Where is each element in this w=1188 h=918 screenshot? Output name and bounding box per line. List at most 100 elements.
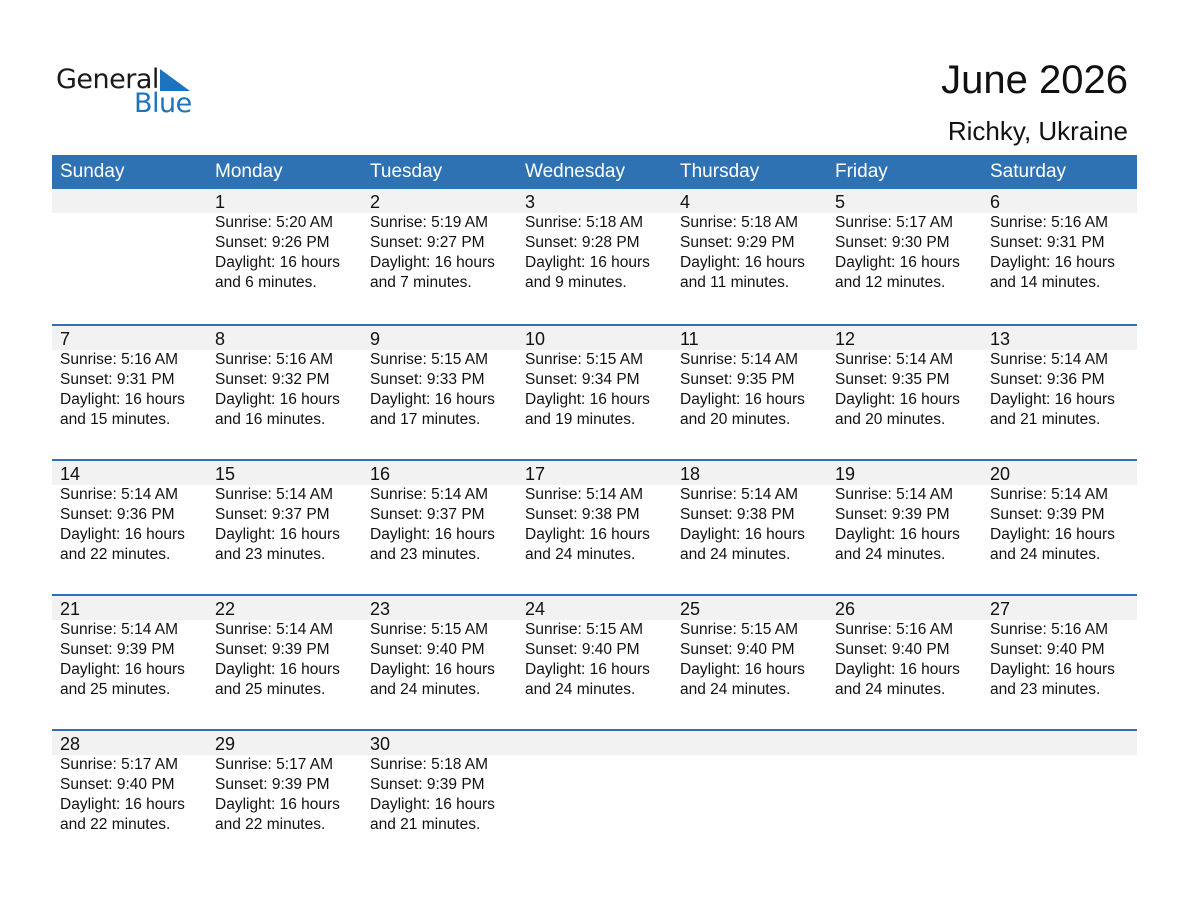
daylight-text: Daylight: 16 hours <box>215 796 340 813</box>
day-cell: 12 Sunrise: 5:14 AM Sunset: 9:35 PM Dayligh… <box>827 326 982 430</box>
sunrise-text: Sunrise: 5:15 AM <box>370 621 489 638</box>
daylight-text: Daylight: 16 hours <box>835 526 960 543</box>
weekday-monday: Monday <box>215 161 283 182</box>
day-cell: 13 Sunrise: 5:14 AM Sunset: 9:36 PM Dayligh… <box>982 326 1137 430</box>
logo-general-text: General <box>56 64 159 95</box>
minutes-text: and 25 minutes. <box>215 681 326 698</box>
sunset-text: Sunset: 9:37 PM <box>215 506 330 523</box>
sunset-text: Sunset: 9:29 PM <box>680 234 795 251</box>
sunset-text: Sunset: 9:40 PM <box>370 641 485 658</box>
sunrise-text: Sunrise: 5:14 AM <box>60 621 179 638</box>
week-row: 1 Sunrise: 5:20 AM Sunset: 9:26 PM Daylight… <box>52 189 1137 324</box>
sunset-text: Sunset: 9:40 PM <box>835 641 950 658</box>
daylight-text: Daylight: 16 hours <box>525 661 650 678</box>
empty-day-cell <box>517 731 672 835</box>
minutes-text: and 24 minutes. <box>835 546 946 563</box>
location-subtitle: Richky, Ukraine <box>947 116 1128 146</box>
daylight-text: Daylight: 16 hours <box>370 254 495 271</box>
empty-day-cell <box>982 731 1137 835</box>
week-row: 28 Sunrise: 5:17 AM Sunset: 9:40 PM Dayligh… <box>52 729 1137 864</box>
day-number: 6 <box>990 192 1001 212</box>
sunrise-text: Sunrise: 5:16 AM <box>60 351 179 368</box>
daylight-text: Daylight: 16 hours <box>60 661 185 678</box>
sunrise-text: Sunrise: 5:14 AM <box>835 486 954 503</box>
sunrise-text: Sunrise: 5:14 AM <box>680 486 799 503</box>
empty-day-cell <box>672 731 827 835</box>
day-cell: 2 Sunrise: 5:19 AM Sunset: 9:27 PM Daylight… <box>362 189 517 293</box>
day-number-band <box>52 461 1137 485</box>
minutes-text: and 24 minutes. <box>525 546 636 563</box>
daylight-text: Daylight: 16 hours <box>60 796 185 813</box>
daylight-text: Daylight: 16 hours <box>370 391 495 408</box>
day-number: 2 <box>370 192 381 212</box>
daylight-text: Daylight: 16 hours <box>835 254 960 271</box>
daylight-text: Daylight: 16 hours <box>215 391 340 408</box>
day-cell: 26 Sunrise: 5:16 AM Sunset: 9:40 PM Dayligh… <box>827 596 982 700</box>
day-cell: 14 Sunrise: 5:14 AM Sunset: 9:36 PM Dayligh… <box>52 461 207 565</box>
sunset-text: Sunset: 9:39 PM <box>370 776 485 793</box>
weekday-friday: Friday <box>835 161 888 182</box>
minutes-text: and 19 minutes. <box>525 411 636 428</box>
sunset-text: Sunset: 9:30 PM <box>835 234 950 251</box>
sunset-text: Sunset: 9:36 PM <box>990 371 1105 388</box>
minutes-text: and 9 minutes. <box>525 274 627 291</box>
sunset-text: Sunset: 9:39 PM <box>215 776 330 793</box>
weekday-saturday: Saturday <box>990 161 1067 182</box>
day-number: 19 <box>835 464 856 484</box>
day-cell: 17 Sunrise: 5:14 AM Sunset: 9:38 PM Dayligh… <box>517 461 672 565</box>
minutes-text: and 23 minutes. <box>990 681 1101 698</box>
daylight-text: Daylight: 16 hours <box>525 391 650 408</box>
daylight-text: Daylight: 16 hours <box>215 661 340 678</box>
sunset-text: Sunset: 9:32 PM <box>215 371 330 388</box>
sunset-text: Sunset: 9:40 PM <box>990 641 1105 658</box>
minutes-text: and 23 minutes. <box>370 546 481 563</box>
sunset-text: Sunset: 9:39 PM <box>990 506 1105 523</box>
minutes-text: and 15 minutes. <box>60 411 171 428</box>
sunrise-text: Sunrise: 5:14 AM <box>525 486 644 503</box>
daylight-text: Daylight: 16 hours <box>990 526 1115 543</box>
day-number: 26 <box>835 599 856 619</box>
sunrise-text: Sunrise: 5:19 AM <box>370 214 489 231</box>
day-number: 10 <box>525 329 546 349</box>
daylight-text: Daylight: 16 hours <box>525 254 650 271</box>
day-number: 25 <box>680 599 701 619</box>
empty-day-cell <box>827 731 982 835</box>
daylight-text: Daylight: 16 hours <box>990 391 1115 408</box>
day-cell: 23 Sunrise: 5:15 AM Sunset: 9:40 PM Dayligh… <box>362 596 517 700</box>
sunset-text: Sunset: 9:39 PM <box>835 506 950 523</box>
weekday-thursday: Thursday <box>680 161 760 182</box>
daylight-text: Daylight: 16 hours <box>60 526 185 543</box>
sunset-text: Sunset: 9:40 PM <box>60 776 175 793</box>
sunrise-text: Sunrise: 5:18 AM <box>370 756 489 773</box>
minutes-text: and 23 minutes. <box>215 546 326 563</box>
minutes-text: and 7 minutes. <box>370 274 472 291</box>
sunset-text: Sunset: 9:37 PM <box>370 506 485 523</box>
sunset-text: Sunset: 9:31 PM <box>990 234 1105 251</box>
day-cell: 27 Sunrise: 5:16 AM Sunset: 9:40 PM Dayligh… <box>982 596 1137 700</box>
week-row: 21 Sunrise: 5:14 AM Sunset: 9:39 PM Dayligh… <box>52 594 1137 729</box>
sunrise-text: Sunrise: 5:15 AM <box>525 621 644 638</box>
day-number: 22 <box>215 599 236 619</box>
daylight-text: Daylight: 16 hours <box>680 526 805 543</box>
daylight-text: Daylight: 16 hours <box>835 391 960 408</box>
minutes-text: and 6 minutes. <box>215 274 317 291</box>
sunrise-text: Sunrise: 5:20 AM <box>215 214 334 231</box>
sunrise-text: Sunrise: 5:14 AM <box>60 486 179 503</box>
logo-triangle-icon <box>160 69 190 91</box>
sunrise-text: Sunrise: 5:15 AM <box>680 621 799 638</box>
sunset-text: Sunset: 9:39 PM <box>215 641 330 658</box>
day-cell: 15 Sunrise: 5:14 AM Sunset: 9:37 PM Dayligh… <box>207 461 362 565</box>
sunset-text: Sunset: 9:27 PM <box>370 234 485 251</box>
minutes-text: and 24 minutes. <box>680 681 791 698</box>
day-number: 8 <box>215 329 226 349</box>
weekday-wednesday: Wednesday <box>525 161 625 182</box>
daylight-text: Daylight: 16 hours <box>680 661 805 678</box>
daylight-text: Daylight: 16 hours <box>60 391 185 408</box>
sunset-text: Sunset: 9:26 PM <box>215 234 330 251</box>
sunrise-text: Sunrise: 5:16 AM <box>990 214 1109 231</box>
sunrise-text: Sunrise: 5:17 AM <box>60 756 179 773</box>
weekday-sunday: Sunday <box>60 161 125 182</box>
minutes-text: and 16 minutes. <box>215 411 326 428</box>
minutes-text: and 21 minutes. <box>990 411 1101 428</box>
sunset-text: Sunset: 9:38 PM <box>525 506 640 523</box>
